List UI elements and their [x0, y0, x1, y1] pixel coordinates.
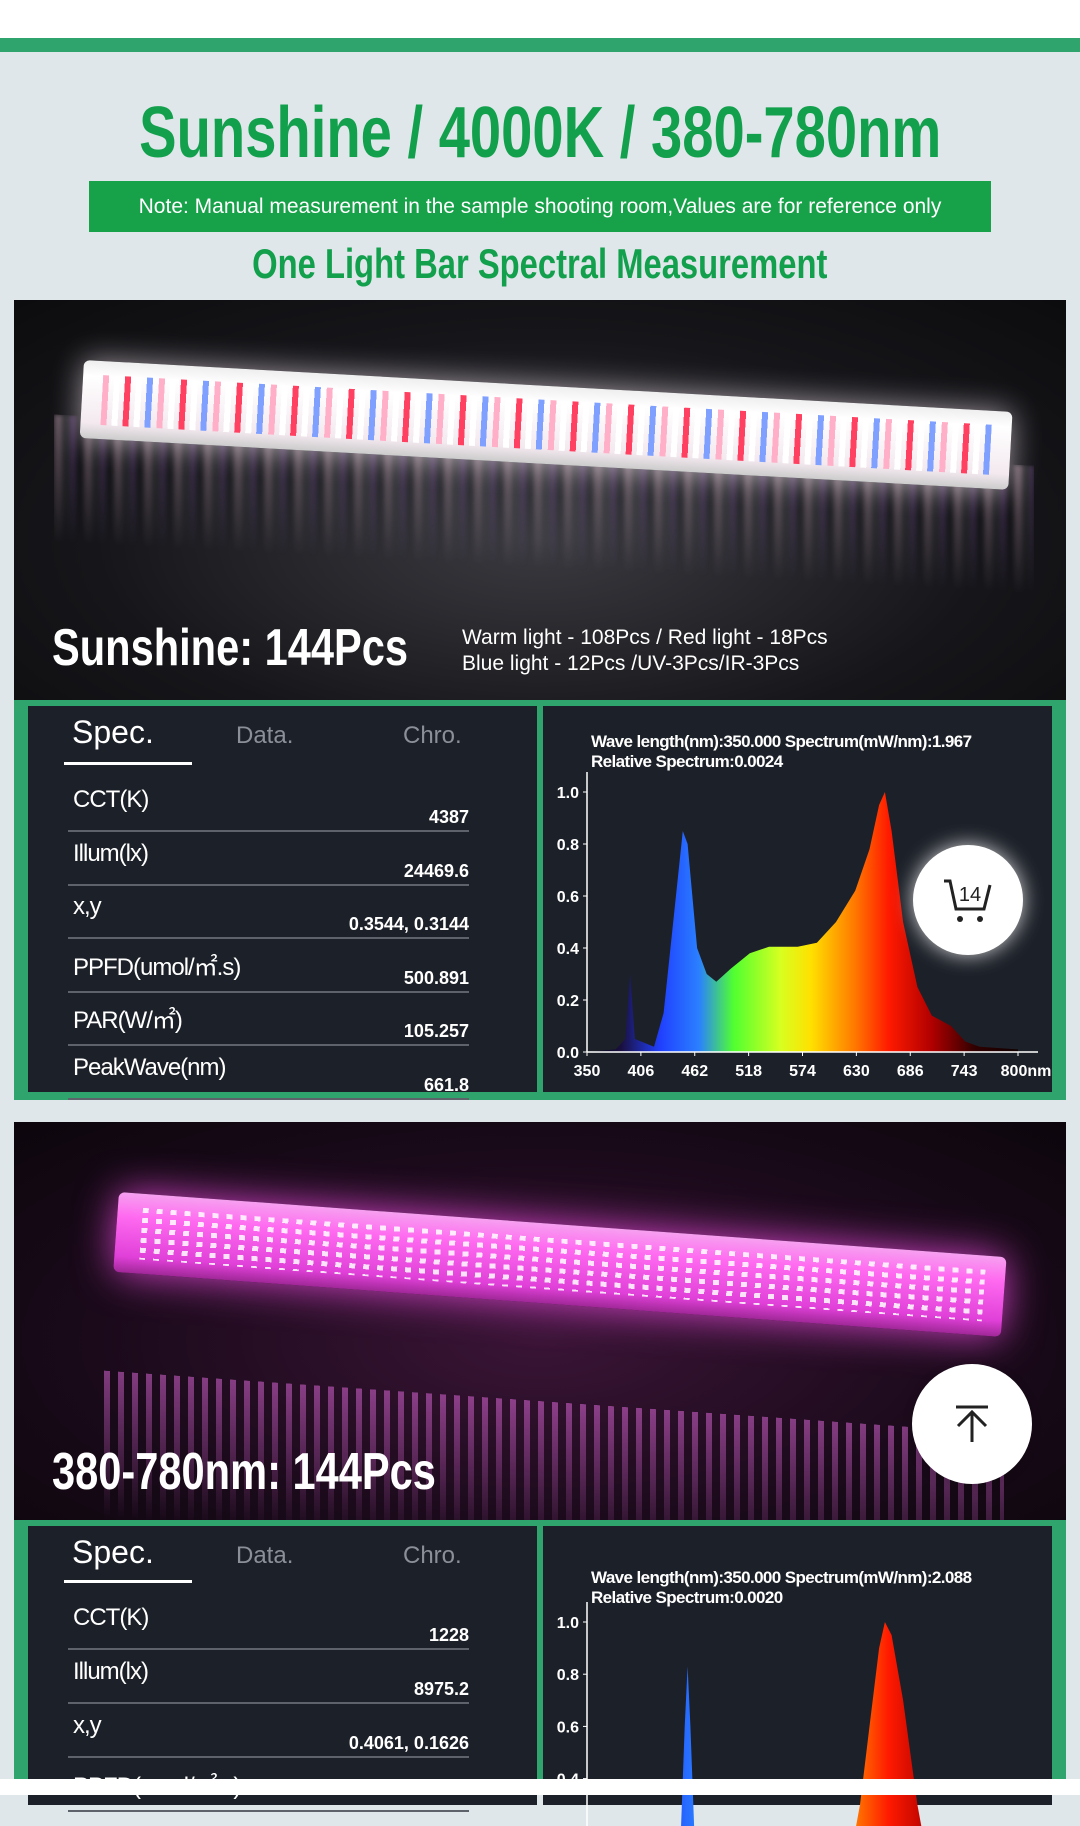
y-tick-label: 1.0	[557, 785, 579, 802]
spec-value: 661.8	[423, 1074, 469, 1095]
spec-table: Spec. Data. Chro. CCT(K) 4387 Illum(lx) 244…	[28, 706, 537, 1100]
spec-row: PeakWave(nm) 661.8	[68, 1046, 469, 1100]
led-details: Warm light - 108Pcs / Red light - 18Pcs …	[462, 625, 828, 677]
y-tick-label: 0.6	[557, 889, 579, 906]
x-tick-label: 462	[681, 1063, 708, 1080]
y-tick-label: 0.8	[557, 837, 579, 854]
spec-row: x,y 0.4061, 0.1626	[68, 1704, 469, 1758]
tab-data[interactable]: Data.	[236, 722, 294, 749]
spec-label: x,y	[73, 1712, 102, 1739]
spec-value: 4387	[428, 807, 469, 827]
x-tick-label: 743	[951, 1063, 978, 1080]
spec-row: CCT(K) 4387	[68, 778, 469, 832]
product-photo-sunshine: Sunshine: 144Pcs Warm light - 108Pcs / R…	[14, 300, 1066, 700]
x-tick-label: 686	[897, 1063, 924, 1080]
chart-readout: Wave length(nm):350.000 Spectrum(mW/nm):…	[591, 1568, 972, 1587]
spec-table: Spec. Data. Chro. CCT(K) 1228 Illum(lx) 897…	[28, 1526, 537, 1812]
spec-row: x,y 0.3544, 0.3144	[68, 885, 469, 939]
spec-label: PeakWave(nm)	[73, 1053, 226, 1081]
spectrum-area	[681, 1622, 922, 1826]
spec-label: Illum(lx)	[73, 1658, 149, 1685]
tab-spec[interactable]: Spec.	[72, 714, 154, 750]
spec-value: 0.4061, 0.1626	[348, 1733, 469, 1753]
x-tick-label: 350	[574, 1063, 601, 1080]
spec-label: CCT(K)	[73, 1604, 149, 1631]
spec-row: Illum(lx) 8975.2	[68, 1650, 469, 1704]
spec-row: Illum(lx) 24469.6	[68, 832, 469, 886]
photo-caption: 380-780nm: 144Pcs	[52, 1443, 436, 1501]
led-detail-line: Blue light - 12Pcs /UV-3Pcs/IR-3Pcs	[462, 652, 800, 675]
page-title-text: Sunshine / 4000K / 380-780nm	[138, 93, 942, 173]
note-banner: Note: Manual measurement in the sample s…	[89, 181, 991, 232]
spec-row: CCT(K) 1228	[68, 1596, 469, 1650]
spec-label: x,y	[73, 893, 102, 920]
y-tick-label: 1.0	[557, 1615, 579, 1632]
back-to-top-button[interactable]	[912, 1364, 1032, 1484]
chart-readout: Relative Spectrum:0.0024	[591, 752, 783, 771]
tab-chro[interactable]: Chro.	[403, 722, 462, 749]
y-tick-label: 0.0	[557, 1045, 579, 1062]
y-tick-label: 0.4	[557, 941, 579, 958]
section-subtitle: One Light Bar Spectral Measurement	[0, 240, 1080, 288]
chart-readout: Wave length(nm):350.000 Spectrum(mW/nm):…	[591, 732, 972, 751]
y-tick-label: 0.6	[557, 1719, 579, 1736]
x-tick-label: 800nm	[1001, 1063, 1052, 1080]
tab-data[interactable]: Data.	[236, 1542, 294, 1569]
tab-chro[interactable]: Chro.	[403, 1542, 462, 1569]
spectrum-chart: Wave length(nm):350.000 Spectrum(mW/nm):…	[543, 1526, 1052, 1826]
bottom-blank	[0, 1779, 1080, 1795]
chart-readout: Relative Spectrum:0.0020	[591, 1588, 783, 1607]
top-blank	[0, 0, 1080, 38]
x-tick-label: 518	[735, 1063, 762, 1080]
subtitle-text: One Light Bar Spectral Measurement	[252, 240, 828, 287]
y-tick-label: 0.8	[557, 1667, 579, 1684]
active-tab-underline	[64, 762, 192, 765]
tab-spec[interactable]: Spec.	[72, 1534, 154, 1570]
x-tick-label: 406	[628, 1063, 655, 1080]
photo-caption: Sunshine: 144Pcs	[52, 619, 409, 677]
spec-label: PPFD(umol/㎡.s)	[73, 953, 241, 981]
accent-bar	[0, 38, 1080, 52]
cart-icon: 14	[944, 879, 992, 922]
y-tick-label: 0.2	[557, 993, 579, 1010]
spec-label: PAR(W/㎡)	[73, 1007, 183, 1034]
spectrum-area	[587, 792, 1018, 1052]
x-tick-label: 630	[843, 1063, 870, 1080]
cart-count: 14	[959, 884, 981, 906]
cart-button[interactable]: 14	[913, 845, 1023, 955]
spec-panel-sunshine: Spec. Data. Chro. CCT(K) 4387 Illum(lx) 244…	[14, 700, 1066, 1100]
product-photo-fullspectrum: 380-780nm: 144Pcs	[14, 1122, 1066, 1520]
arrow-up-to-line-icon	[956, 1405, 988, 1442]
spec-value: 0.3544, 0.3144	[348, 914, 469, 934]
spec-value: 8975.2	[413, 1679, 469, 1699]
light-bar	[113, 1192, 1007, 1337]
spec-row: PAR(W/㎡) 105.257	[68, 992, 469, 1046]
page-title: Sunshine / 4000K / 380-780nm	[0, 92, 1080, 174]
spec-value: 105.257	[403, 1021, 469, 1041]
led-detail-line: Warm light - 108Pcs / Red light - 18Pcs	[462, 626, 828, 649]
spec-label: Illum(lx)	[73, 839, 149, 867]
spec-panel-fullspectrum: Spec. Data. Chro. CCT(K) 1228 Illum(lx) 897…	[14, 1520, 1066, 1826]
spec-value: 500.891	[403, 967, 469, 988]
spec-value: 24469.6	[403, 860, 469, 881]
x-tick-label: 574	[789, 1063, 816, 1080]
spec-label: CCT(K)	[73, 786, 149, 813]
active-tab-underline	[64, 1580, 192, 1583]
spec-value: 1228	[428, 1625, 469, 1645]
spec-row: PPFD(umol/㎡.s) 500.891	[68, 939, 469, 993]
